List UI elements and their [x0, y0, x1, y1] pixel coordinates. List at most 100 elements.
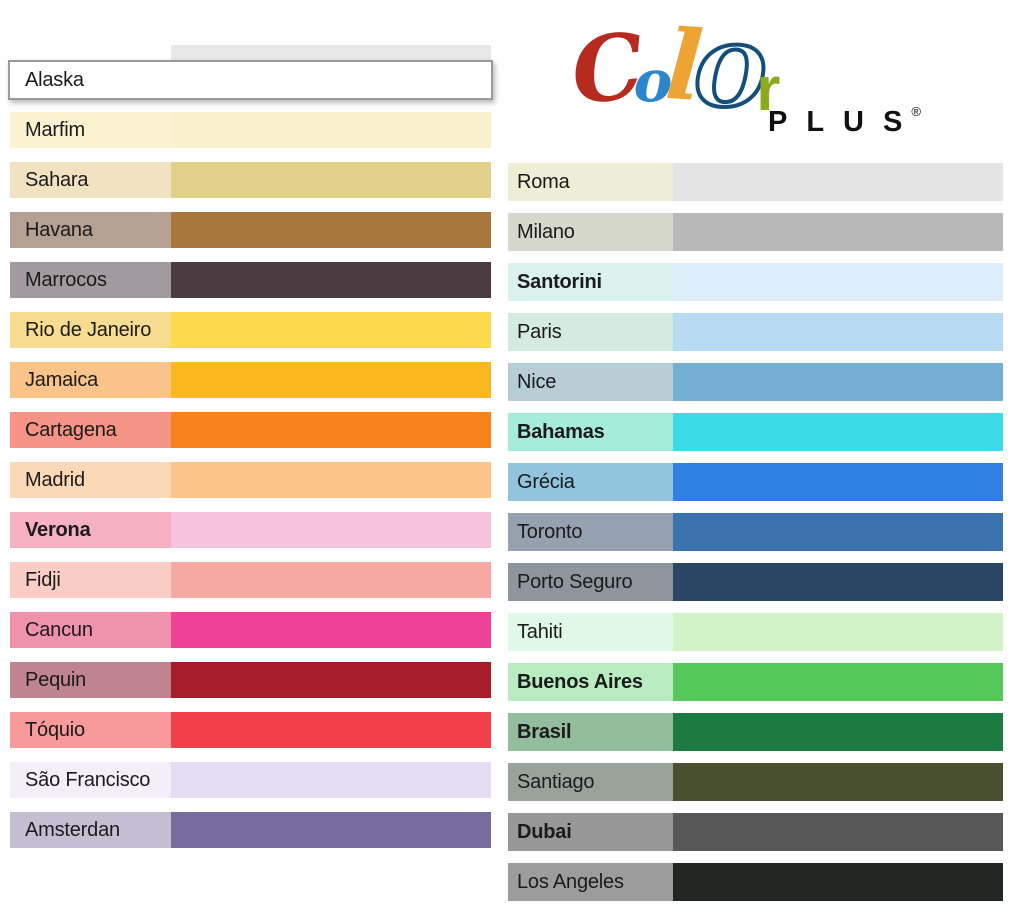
color-swatch: [171, 462, 491, 498]
color-row-brasil: Brasil: [508, 713, 1003, 751]
color-name-label: Santiago: [508, 763, 673, 801]
color-row-fidji: Fidji: [10, 562, 491, 598]
color-row-toronto: Toronto: [508, 513, 1003, 551]
color-name-label: Verona: [10, 512, 171, 548]
color-row-amsterdan: Amsterdan: [10, 812, 491, 848]
color-row-milano: Milano: [508, 213, 1003, 251]
color-row-santiago: Santiago: [508, 763, 1003, 801]
color-swatch: [673, 163, 1003, 201]
color-swatch: [673, 613, 1003, 651]
color-swatch: [171, 162, 491, 198]
color-row-los-angeles: Los Angeles: [508, 863, 1003, 901]
color-row-dubai: Dubai: [508, 813, 1003, 851]
color-swatch: [171, 762, 491, 798]
color-row-pequin: Pequin: [10, 662, 491, 698]
color-name-label: Marrocos: [10, 262, 171, 298]
color-name-label: Los Angeles: [508, 863, 673, 901]
color-row-rio-de-janeiro: Rio de Janeiro: [10, 312, 491, 348]
color-swatch: [171, 362, 491, 398]
color-row-sao-francisco: São Francisco: [10, 762, 491, 798]
registered-trademark-icon: ®: [911, 104, 921, 119]
color-row-bahamas: Bahamas: [508, 413, 1003, 451]
color-name-label: Tahiti: [508, 613, 673, 651]
color-name-label: Jamaica: [10, 362, 171, 398]
color-swatch: [171, 262, 491, 298]
color-row-alaska: Alaska: [8, 60, 493, 100]
color-swatch: [171, 412, 491, 448]
color-name-label: Toronto: [508, 513, 673, 551]
color-name-label: Santorini: [508, 263, 673, 301]
color-swatch: [171, 662, 491, 698]
color-name-label: Roma: [508, 163, 673, 201]
color-swatch: [171, 512, 491, 548]
color-name-label: Brasil: [508, 713, 673, 751]
color-row-havana: Havana: [10, 212, 491, 248]
color-name-label: Sahara: [10, 162, 171, 198]
color-name-label: Cartagena: [10, 412, 171, 448]
color-swatch: [673, 563, 1003, 601]
color-swatch: [171, 562, 491, 598]
color-row-porto-seguro: Porto Seguro: [508, 563, 1003, 601]
color-name-label: Madrid: [10, 462, 171, 498]
color-name-label: Havana: [10, 212, 171, 248]
left-color-column: Alaska Marfim Sahara Havana Marrocos Rio de J…: [8, 60, 493, 848]
color-swatch: [171, 212, 491, 248]
color-swatch: [171, 612, 491, 648]
color-row-cancun: Cancun: [10, 612, 491, 648]
color-swatch: [673, 713, 1003, 751]
color-row-nice: Nice: [508, 363, 1003, 401]
color-name-label: Fidji: [10, 562, 171, 598]
color-name-label: Milano: [508, 213, 673, 251]
color-swatch: [673, 313, 1003, 351]
color-swatch: [673, 363, 1003, 401]
logo-letter-o: o: [633, 46, 673, 115]
color-name-label: Marfim: [10, 112, 171, 148]
color-row-grecia: Grécia: [508, 463, 1003, 501]
color-row-cartagena: Cartagena: [10, 412, 491, 448]
color-name-label: Amsterdan: [10, 812, 171, 848]
color-swatch: [673, 263, 1003, 301]
color-swatch: [171, 312, 491, 348]
logo-letter-O: O: [693, 29, 768, 126]
color-row-tahiti: Tahiti: [508, 613, 1003, 651]
color-row-verona: Verona: [10, 512, 491, 548]
color-row-jamaica: Jamaica: [10, 362, 491, 398]
color-name-label: Dubai: [508, 813, 673, 851]
color-swatch: [171, 112, 491, 148]
right-color-column: Roma Milano Santorini Paris Nice Bahamas Gréci…: [508, 163, 1003, 901]
color-swatch: [673, 813, 1003, 851]
color-row-marrocos: Marrocos: [10, 262, 491, 298]
color-swatch: [673, 763, 1003, 801]
logo-letter-r: r: [756, 54, 781, 124]
color-name-label: Grécia: [508, 463, 673, 501]
color-row-paris: Paris: [508, 313, 1003, 351]
color-swatch: [673, 513, 1003, 551]
color-name-label: São Francisco: [10, 762, 171, 798]
color-name-label: Nice: [508, 363, 673, 401]
color-swatch: [171, 812, 491, 848]
color-name-label: Pequin: [10, 662, 171, 698]
color-row-sahara: Sahara: [10, 162, 491, 198]
color-row-buenos-aires: Buenos Aires: [508, 663, 1003, 701]
logo-letter-l: l: [662, 7, 707, 124]
color-name-label: Alaska: [10, 62, 171, 98]
color-row-santorini: Santorini: [508, 263, 1003, 301]
color-name-label: Rio de Janeiro: [10, 312, 171, 348]
colorplus-plus-wordmark: PLUS ®: [768, 104, 921, 139]
color-name-label: Buenos Aires: [508, 663, 673, 701]
color-row-roma: Roma: [508, 163, 1003, 201]
color-name-label: Tóquio: [10, 712, 171, 748]
color-swatch: [171, 62, 491, 98]
color-name-label: Porto Seguro: [508, 563, 673, 601]
logo-letter-C: C: [566, 12, 649, 125]
color-name-label: Cancun: [10, 612, 171, 648]
color-swatch: [673, 863, 1003, 901]
color-row-toquio: Tóquio: [10, 712, 491, 748]
color-swatch: [673, 663, 1003, 701]
color-swatch: [673, 413, 1003, 451]
color-row-madrid: Madrid: [10, 462, 491, 498]
color-swatch: [171, 712, 491, 748]
